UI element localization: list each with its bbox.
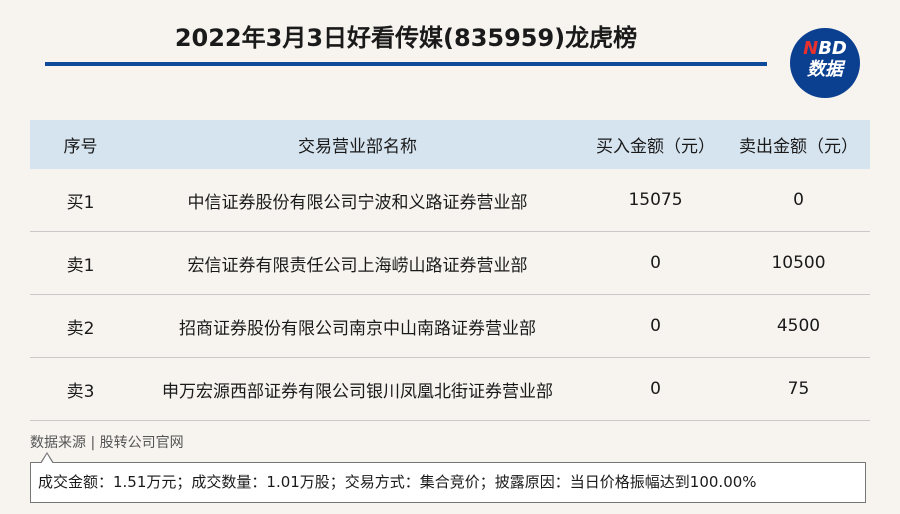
- table-row: 买1 中信证券股份有限公司宁波和义路证券营业部 15075 0: [30, 169, 870, 232]
- logo-sub: 数据: [807, 59, 843, 80]
- table-header: 序号 交易营业部名称 买入金额（元） 卖出金额（元）: [30, 120, 870, 169]
- row-index: 买1: [30, 169, 132, 232]
- table-row: 卖3 申万宏源西部证券有限公司银川凤凰北街证券营业部 0 75: [30, 357, 870, 421]
- page-title: 2022年3月3日好看传媒(835959)龙虎榜: [174, 24, 638, 52]
- branch-name: 申万宏源西部证券有限公司银川凤凰北街证券营业部: [131, 357, 584, 421]
- logo-n: N: [803, 38, 819, 59]
- nbd-logo: NBD 数据: [790, 28, 860, 98]
- col-buy: 买入金额（元）: [584, 120, 727, 169]
- sell-amount: 0: [726, 169, 870, 232]
- buy-amount: 0: [584, 294, 727, 358]
- buy-amount: 15075: [584, 169, 727, 232]
- row-index: 卖1: [30, 231, 132, 295]
- row-index: 卖3: [30, 357, 132, 421]
- title-underline: [45, 62, 767, 66]
- sell-amount: 75: [726, 357, 870, 421]
- buy-amount: 0: [584, 231, 727, 295]
- col-sell: 卖出金额（元）: [726, 120, 870, 169]
- col-branch: 交易营业部名称: [131, 120, 584, 169]
- col-index: 序号: [30, 120, 132, 169]
- buy-amount: 0: [584, 357, 727, 421]
- branch-name: 宏信证券有限责任公司上海崂山路证券营业部: [131, 231, 584, 295]
- sell-amount: 10500: [726, 231, 870, 295]
- row-index: 卖2: [30, 294, 132, 358]
- trade-summary: 成交金额：1.51万元；成交数量：1.01万股；交易方式：集合竞价；披露原因：当…: [30, 462, 866, 503]
- sell-amount: 4500: [726, 294, 870, 358]
- data-source: 数据来源 | 股转公司官网: [30, 435, 184, 451]
- ranking-table: 序号 交易营业部名称 买入金额（元） 卖出金额（元） 买1 中信证券股份有限公司宁…: [30, 120, 870, 421]
- branch-name: 中信证券股份有限公司宁波和义路证券营业部: [131, 169, 584, 232]
- branch-name: 招商证券股份有限公司南京中山南路证券营业部: [131, 294, 584, 358]
- table-row: 卖2 招商证券股份有限公司南京中山南路证券营业部 0 4500: [30, 294, 870, 358]
- logo-bd: BD: [818, 38, 847, 59]
- table-row: 卖1 宏信证券有限责任公司上海崂山路证券营业部 0 10500: [30, 231, 870, 295]
